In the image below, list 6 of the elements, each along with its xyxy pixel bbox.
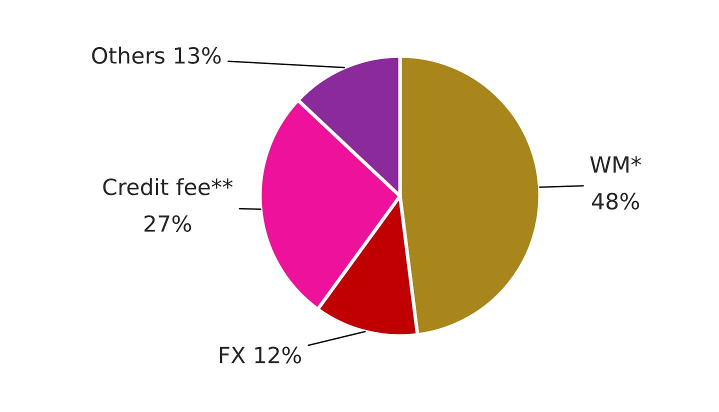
slice-label: Credit fee** [103,178,233,196]
data-label: 27% [144,215,192,232]
data-label: 48% [592,192,640,210]
slice-label: FX 12% [220,346,302,364]
slice-label: WM* [590,156,642,173]
slice-label: Others 13% [92,46,221,64]
